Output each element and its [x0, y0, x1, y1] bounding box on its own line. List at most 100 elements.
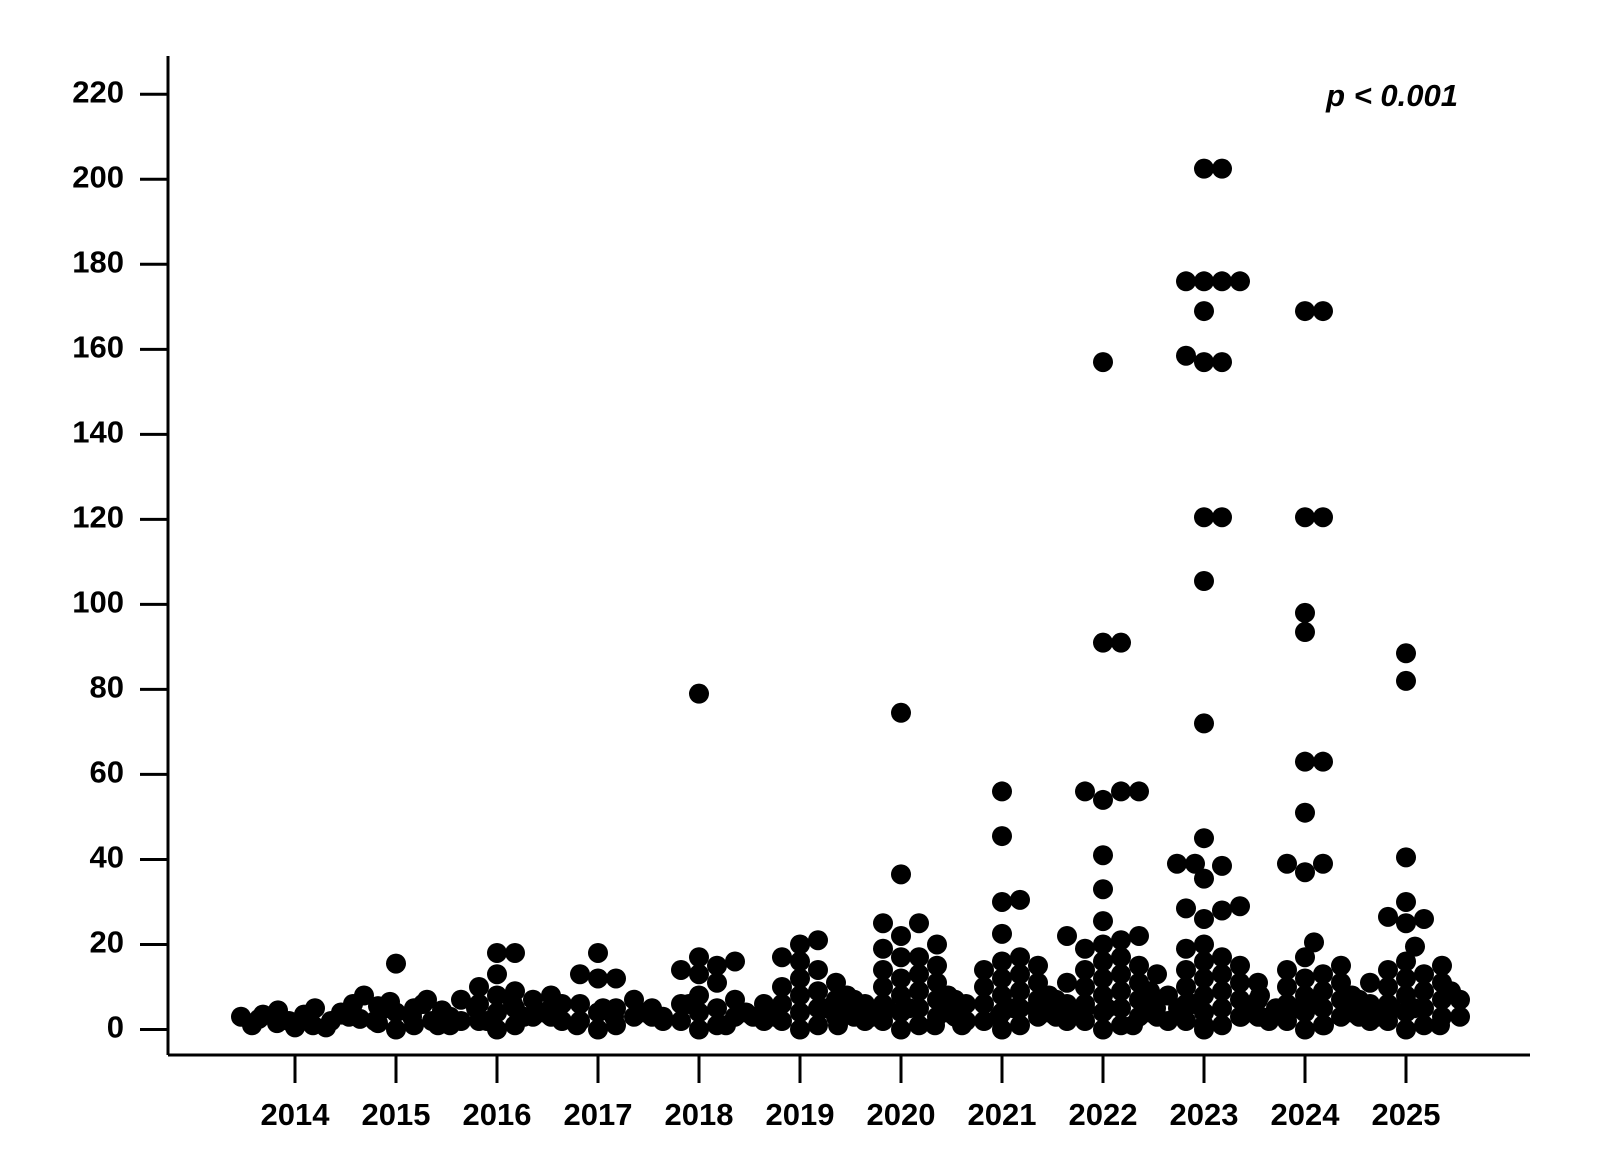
dot — [1167, 853, 1187, 874]
dot — [1093, 911, 1113, 932]
dot — [1313, 751, 1333, 772]
x-tick-label: 2016 — [463, 1097, 532, 1132]
dot — [992, 968, 1012, 989]
dot — [1168, 998, 1188, 1019]
dot — [1147, 964, 1167, 985]
dot — [1313, 964, 1333, 985]
dot — [725, 951, 745, 972]
dot — [938, 1002, 958, 1023]
dot — [1010, 889, 1030, 910]
dot — [891, 947, 911, 968]
dot — [1295, 751, 1315, 772]
dot — [1441, 981, 1461, 1002]
dot — [514, 1006, 534, 1027]
dot — [974, 959, 994, 980]
dot — [1194, 968, 1214, 989]
dot — [1313, 853, 1333, 874]
dot — [376, 998, 396, 1019]
dot — [1176, 959, 1196, 980]
x-tick-label: 2018 — [665, 1097, 734, 1132]
dot — [837, 985, 857, 1006]
dot — [1111, 781, 1131, 802]
dot — [1010, 964, 1030, 985]
dot — [1378, 906, 1398, 927]
dot — [1194, 828, 1214, 849]
dot — [1396, 1019, 1416, 1040]
dot — [925, 1015, 945, 1036]
dot — [1295, 968, 1315, 989]
dot — [477, 1010, 497, 1031]
dot — [1194, 868, 1214, 889]
dot — [1396, 670, 1416, 691]
dot — [386, 1019, 406, 1040]
dot — [716, 1015, 736, 1036]
dot — [606, 968, 626, 989]
dot — [808, 959, 828, 980]
x-tick-label: 2020 — [867, 1097, 936, 1132]
dot — [1093, 789, 1113, 810]
dot — [1111, 930, 1131, 951]
dot — [1295, 507, 1315, 528]
dot — [938, 985, 958, 1006]
y-tick-label: 220 — [72, 74, 124, 109]
dot — [1194, 271, 1214, 292]
dot — [1093, 352, 1113, 373]
dot — [1194, 352, 1214, 373]
dot — [1194, 571, 1214, 592]
dot — [808, 981, 828, 1002]
dot — [1146, 998, 1166, 1019]
dot — [1093, 934, 1113, 955]
dot — [1331, 955, 1351, 976]
dot — [992, 826, 1012, 847]
dot — [1295, 602, 1315, 623]
dot — [588, 1019, 608, 1040]
dot — [1129, 955, 1149, 976]
dot — [689, 947, 709, 968]
dot — [1432, 955, 1452, 976]
dot — [873, 976, 893, 997]
dot — [1176, 271, 1196, 292]
dot — [952, 1015, 972, 1036]
dot — [1396, 847, 1416, 868]
dot — [339, 1002, 359, 1023]
dot — [1176, 938, 1196, 959]
dot — [451, 989, 471, 1010]
dot — [1342, 985, 1362, 1006]
dot — [1057, 925, 1077, 946]
dot — [1111, 981, 1131, 1002]
dot — [808, 1015, 828, 1036]
dot — [487, 964, 507, 985]
dot — [1251, 1006, 1271, 1027]
dot — [909, 947, 929, 968]
dot — [1010, 981, 1030, 1002]
dot — [1367, 1006, 1387, 1027]
dot — [974, 993, 994, 1014]
dot — [1212, 507, 1232, 528]
dot — [679, 993, 699, 1014]
dot — [570, 993, 590, 1014]
dot — [1450, 1006, 1470, 1027]
dot — [1183, 993, 1203, 1014]
dot — [1295, 301, 1315, 322]
dot — [1414, 981, 1434, 1002]
dot — [1129, 781, 1149, 802]
dot — [1295, 947, 1315, 968]
dot — [765, 1006, 785, 1027]
dot — [1430, 1015, 1450, 1036]
dot — [305, 998, 325, 1019]
dot — [1295, 862, 1315, 883]
dot — [1212, 981, 1232, 1002]
dot — [541, 998, 561, 1019]
dot — [1075, 976, 1095, 997]
dot — [1010, 947, 1030, 968]
dot — [956, 993, 976, 1014]
y-tick-label: 140 — [72, 415, 124, 450]
dot — [790, 951, 810, 972]
y-tick-label: 0 — [107, 1010, 124, 1045]
dot — [1028, 955, 1048, 976]
dot — [873, 938, 893, 959]
dot — [707, 955, 727, 976]
dot — [1093, 879, 1113, 900]
dot — [992, 923, 1012, 944]
dot — [469, 976, 489, 997]
